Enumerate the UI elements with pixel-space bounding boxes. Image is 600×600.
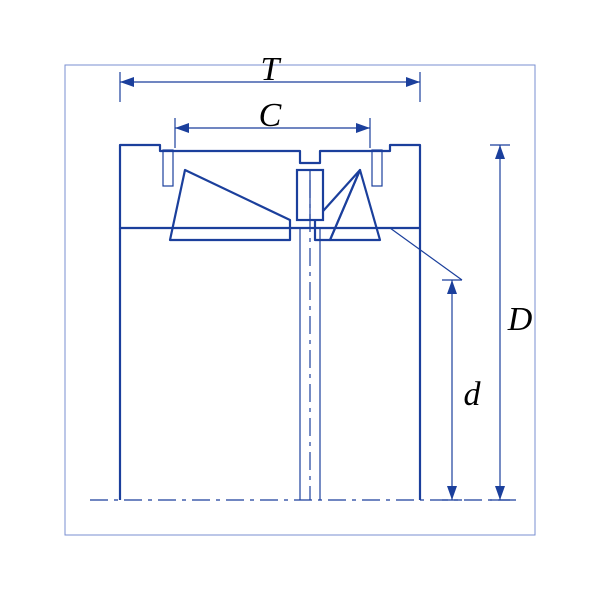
- dim-label-D: D: [508, 301, 533, 339]
- dim-label-C: C: [259, 97, 282, 135]
- dim-label-T: T: [261, 51, 280, 89]
- dim-label-d: d: [464, 376, 481, 414]
- bearing-cross-section-diagram: [0, 0, 600, 600]
